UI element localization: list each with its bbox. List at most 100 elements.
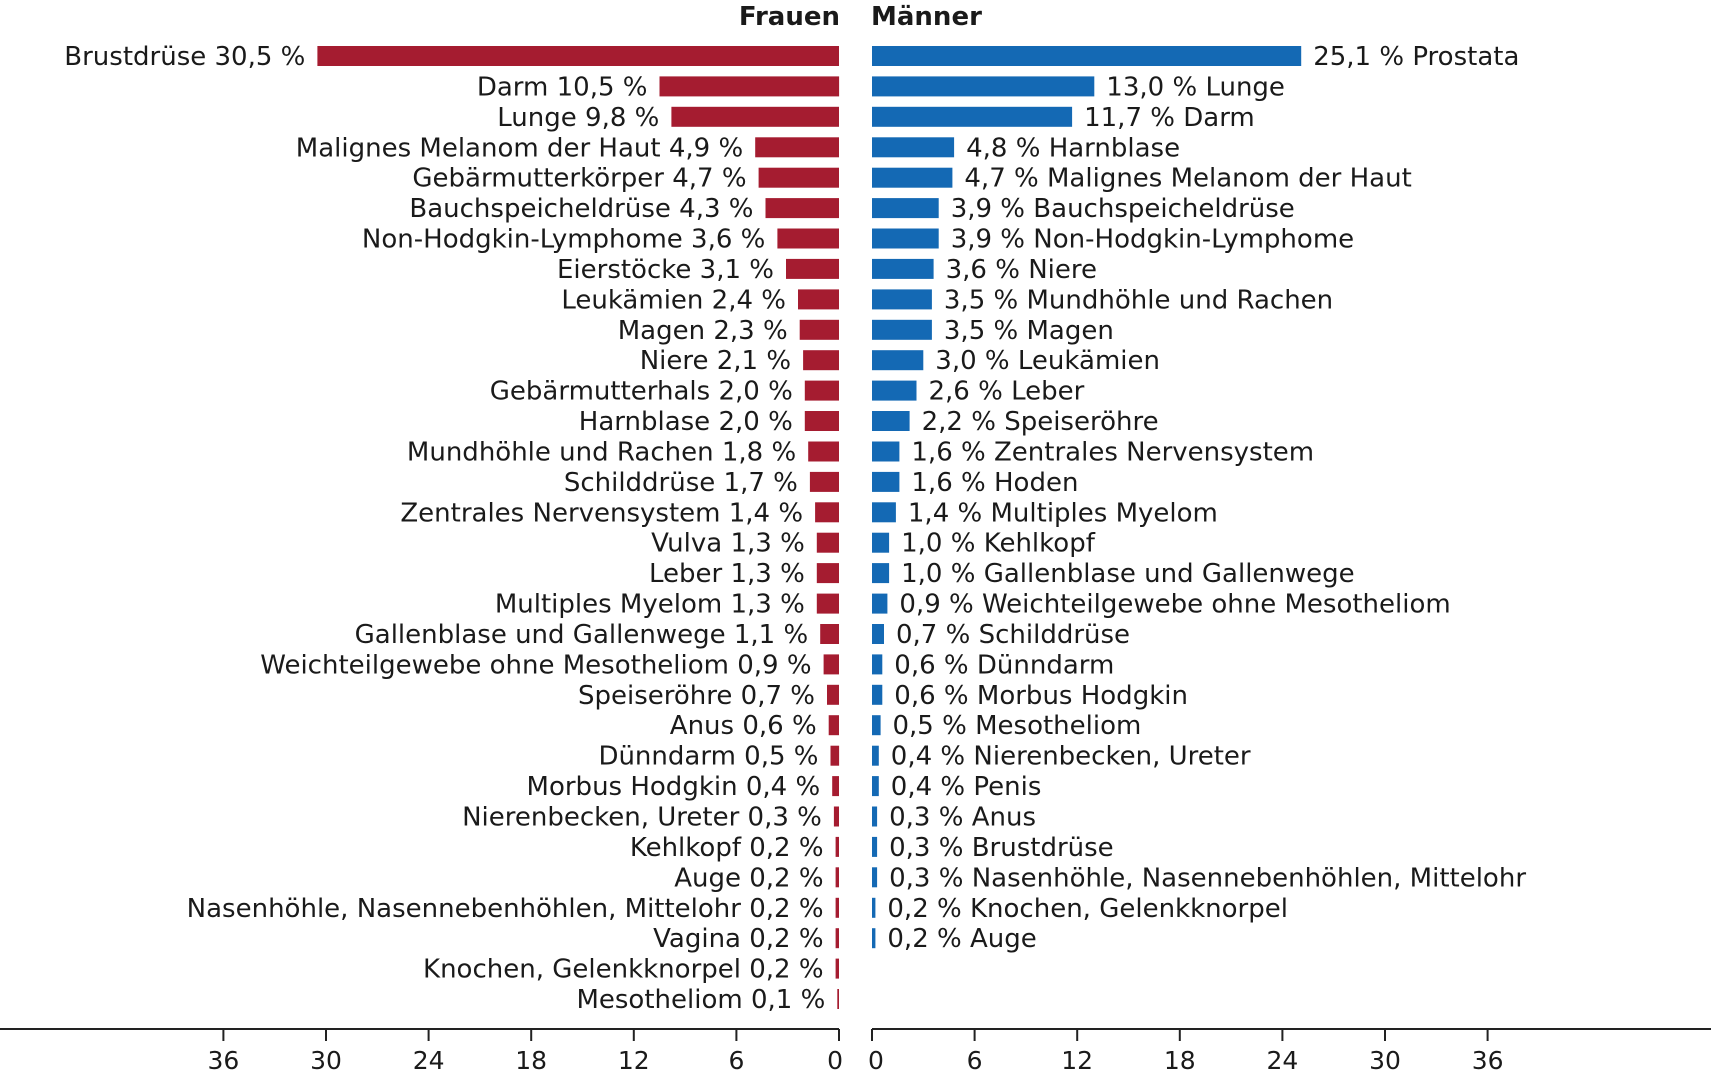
bar-maenner-duenndarm — [872, 654, 883, 675]
percent-sign: % — [1371, 42, 1404, 72]
bar-frauen-schilddruese — [809, 471, 839, 492]
percent-sign: % — [929, 894, 962, 924]
bar-maenner-prostata — [872, 46, 1302, 66]
percent-sign: % — [791, 894, 824, 924]
category-label: Hoden — [994, 468, 1078, 498]
percent-sign: % — [272, 42, 305, 72]
value-label: 0,2 — [887, 924, 928, 954]
bar-maenner-anus — [872, 806, 878, 827]
category-label: Nasenhöhle, Nasennebenhöhlen, Mittelohr — [187, 894, 742, 924]
category-label: Morbus Hodgkin — [527, 772, 738, 802]
percent-sign: % — [932, 742, 965, 772]
category-label: Darm — [477, 72, 549, 102]
percent-sign: % — [987, 255, 1020, 285]
value-label: 0,2 — [749, 924, 790, 954]
bar-frauen-brustdruese — [317, 46, 839, 66]
category-label: Weichteilgewebe ohne Mesotheliom — [982, 590, 1451, 620]
category-label: Nierenbecken, Ureter — [973, 742, 1251, 772]
value-label: 25,1 — [1313, 42, 1371, 72]
data-label-frauen-gebaermutterkoerper: Gebärmutterkörper 4,7 % — [412, 164, 746, 194]
bar-frauen-mundhoehle-und-rachen — [808, 441, 839, 462]
value-label: 2,2 — [922, 407, 963, 437]
value-label: 0,4 — [891, 742, 932, 772]
data-label-maenner-schilddruese: 0,7 % Schilddrüse — [896, 620, 1130, 650]
value-label: 0,3 — [889, 803, 930, 833]
data-label-maenner-lunge: 13,0 % Lunge — [1106, 72, 1285, 102]
percent-sign: % — [970, 377, 1003, 407]
bar-frauen-non-hodgkin-lymphome — [777, 228, 839, 249]
percent-sign: % — [782, 681, 815, 711]
bar-frauen-knochen-gelenkknorpel — [835, 958, 839, 979]
data-label-frauen-duenndarm: Dünndarm 0,5 % — [598, 742, 818, 772]
bar-frauen-malignes-melanom-der-haut — [755, 137, 839, 158]
value-label: 3,5 — [944, 285, 985, 315]
percent-sign: % — [992, 225, 1025, 255]
percent-sign: % — [615, 72, 648, 102]
bar-maenner-multiples-myelom — [872, 502, 896, 523]
value-label: 1,0 — [901, 529, 942, 559]
tick-label-frauen-0: 0 — [827, 1046, 843, 1075]
data-label-frauen-malignes-melanom-der-haut: Malignes Melanom der Haut 4,9 % — [296, 133, 743, 163]
percent-sign: % — [953, 438, 986, 468]
percent-sign: % — [721, 194, 754, 224]
data-label-frauen-leukaemien: Leukämien 2,4 % — [561, 285, 786, 315]
category-label: Gallenblase und Gallenwege — [984, 559, 1355, 589]
percent-sign: % — [772, 559, 805, 589]
data-label-maenner-leber: 2,6 % Leber — [929, 377, 1085, 407]
percent-sign: % — [977, 346, 1010, 376]
bar-maenner-kehlkopf — [872, 532, 890, 553]
percent-sign: % — [985, 285, 1018, 315]
value-label: 10,5 — [557, 72, 615, 102]
data-label-frauen-non-hodgkin-lymphome: Non-Hodgkin-Lymphome 3,6 % — [362, 225, 765, 255]
bar-maenner-harnblase — [872, 137, 955, 158]
tick-label-maenner-36: 36 — [1472, 1046, 1504, 1075]
category-label: Magen — [1027, 316, 1114, 346]
value-label: 0,7 — [741, 681, 782, 711]
bar-frauen-vulva — [816, 532, 839, 553]
percent-sign: % — [942, 559, 975, 589]
bar-maenner-bauchspeicheldruese — [872, 198, 939, 219]
category-label: Weichteilgewebe ohne Mesotheliom — [260, 650, 729, 680]
category-label: Nierenbecken, Ureter — [462, 803, 740, 833]
bar-frauen-vagina — [835, 928, 839, 949]
value-label: 30,5 — [215, 42, 273, 72]
category-label: Schilddrüse — [564, 468, 715, 498]
category-label: Leber — [649, 559, 723, 589]
category-label: Leber — [1011, 377, 1085, 407]
tick-label-frauen-30: 30 — [310, 1046, 342, 1075]
value-label: 0,3 — [889, 863, 930, 893]
percent-sign: % — [937, 620, 970, 650]
category-label: Darm — [1183, 103, 1255, 133]
bar-frauen-anus — [828, 715, 839, 736]
data-label-maenner-morbus-hodgkin: 0,6 % Morbus Hodgkin — [894, 681, 1188, 711]
data-label-maenner-darm: 11,7 % Darm — [1084, 103, 1255, 133]
value-label: 0,2 — [749, 833, 790, 863]
tick-label-maenner-18: 18 — [1164, 1046, 1196, 1075]
value-label: 0,9 — [737, 650, 778, 680]
percent-sign: % — [760, 407, 793, 437]
value-label: 2,1 — [717, 346, 758, 376]
data-label-frauen-eierstoecke: Eierstöcke 3,1 % — [557, 255, 774, 285]
bar-maenner-leukaemien — [872, 350, 924, 371]
category-label: Speiseröhre — [1004, 407, 1158, 437]
value-label: 1,3 — [730, 529, 771, 559]
bar-label-group: Brustdrüse 30,5 %Darm 10,5 %Lunge 9,8 %M… — [64, 42, 1526, 1015]
percent-sign: % — [779, 650, 812, 680]
data-label-frauen-schilddruese: Schilddrüse 1,7 % — [564, 468, 798, 498]
value-label: 1,8 — [722, 438, 763, 468]
category-label: Penis — [973, 772, 1041, 802]
value-label: 1,6 — [911, 468, 952, 498]
data-label-frauen-speiseroehre: Speiseröhre 0,7 % — [578, 681, 815, 711]
category-label: Niere — [640, 346, 709, 376]
percent-sign: % — [763, 438, 796, 468]
value-label: 0,7 — [896, 620, 937, 650]
category-label: Nasenhöhle, Nasennebenhöhlen, Mittelohr — [972, 863, 1527, 893]
value-label: 3,6 — [691, 225, 732, 255]
percent-sign: % — [1142, 103, 1175, 133]
bar-frauen-zentrales-nervensystem — [815, 502, 839, 523]
category-label: Auge — [970, 924, 1037, 954]
category-label: Speiseröhre — [578, 681, 732, 711]
data-label-frauen-gebaermutterhals: Gebärmutterhals 2,0 % — [490, 377, 793, 407]
bar-maenner-speiseroehre — [872, 411, 910, 431]
